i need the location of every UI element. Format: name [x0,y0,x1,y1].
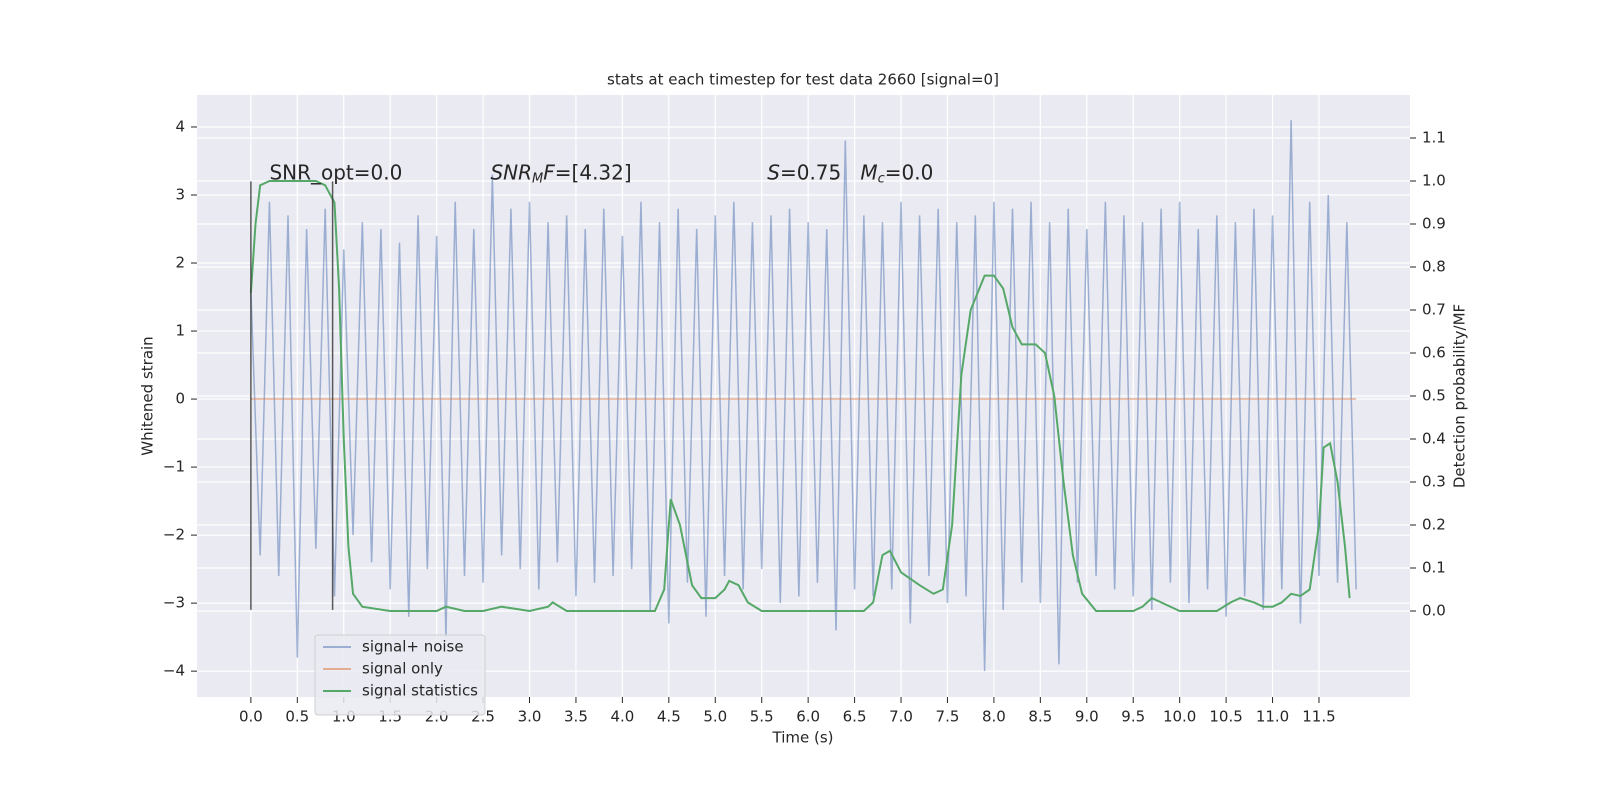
x-tick-label: 8.5 [1028,708,1052,726]
x-tick-label: 5.5 [750,708,774,726]
x-tick-label: 0.0 [239,708,263,726]
x-tick-label: 3.0 [518,708,542,726]
y-tick-label: 4 [175,117,185,135]
legend-label: signal statistics [362,682,478,700]
y-tick-label: 0 [175,390,185,408]
annotation-part: S [767,160,780,184]
x-tick-label: 5.0 [703,708,727,726]
y2-tick-label: 0.7 [1422,301,1446,319]
y2-tick-label: 0.2 [1422,516,1446,534]
x-axis-label: Time (s) [772,729,834,747]
x-tick-label: 8.0 [982,708,1006,726]
line-series [249,180,1351,613]
x-tick-label: 9.5 [1121,708,1145,726]
y-tick-label: −1 [163,458,185,476]
y2-tick-label: 0.8 [1422,258,1446,276]
x-tick-label: 4.5 [657,708,681,726]
x-tick-label: 0.5 [285,708,309,726]
annotation: S=0.75 Mc=0.0 [767,160,933,186]
y2-tick-label: 1.0 [1422,172,1446,190]
y2-tick-label: 0.6 [1422,344,1446,362]
x-tick-label: 10.5 [1209,708,1242,726]
x-tick-label: 11.0 [1256,708,1289,726]
y-tick-label: −3 [163,594,185,612]
annotation-part: c [878,171,885,186]
y2-tick-label: 1.1 [1422,129,1446,147]
y2-tick-label: 0.4 [1422,430,1446,448]
y2-tick-label: 0.1 [1422,559,1446,577]
annotation-part: SNR_opt=0.0 [269,160,402,184]
legend-box [314,634,486,716]
legend-label: signal+ noise [362,638,464,656]
y2-axis-label: Detection probability/MF [1451,304,1469,488]
y2-tick-label: 0.9 [1422,215,1446,233]
y-tick-label: 1 [175,322,185,340]
line-series [250,120,1357,672]
y2-tick-label: 0.3 [1422,473,1446,491]
x-tick-label: 11.5 [1302,708,1335,726]
x-tick-label: 10.0 [1163,708,1196,726]
y2-tick-label: 0.0 [1422,602,1446,620]
x-tick-label: 6.0 [796,708,820,726]
x-tick-label: 4.0 [610,708,634,726]
annotation-part: M [532,171,543,186]
y-axis-label: Whitened strain [139,336,157,455]
chart-title: stats at each timestep for test data 266… [607,71,999,89]
annotation-part: =0.75 [780,160,860,184]
y-tick-label: −2 [163,526,185,544]
annotation-part: F [543,160,555,184]
legend-label: signal only [362,660,443,678]
y-tick-label: −4 [163,662,185,680]
annotation-part: M [860,160,877,184]
y2-tick-label: 0.5 [1422,387,1446,405]
y-tick-label: 3 [175,185,185,203]
annotation: SNR_opt=0.0 [269,160,402,184]
x-tick-label: 7.0 [889,708,913,726]
x-tick-label: 9.0 [1075,708,1099,726]
y-tick-label: 2 [175,254,185,272]
x-tick-label: 3.5 [564,708,588,726]
annotation-part: SNR [490,160,532,184]
annotation: SNRMF=[4.32] [490,160,631,186]
x-tick-label: 7.5 [936,708,960,726]
annotation-part: =[4.32] [555,160,632,184]
x-tick-label: 6.5 [843,708,867,726]
annotation-part: =0.0 [885,160,934,184]
